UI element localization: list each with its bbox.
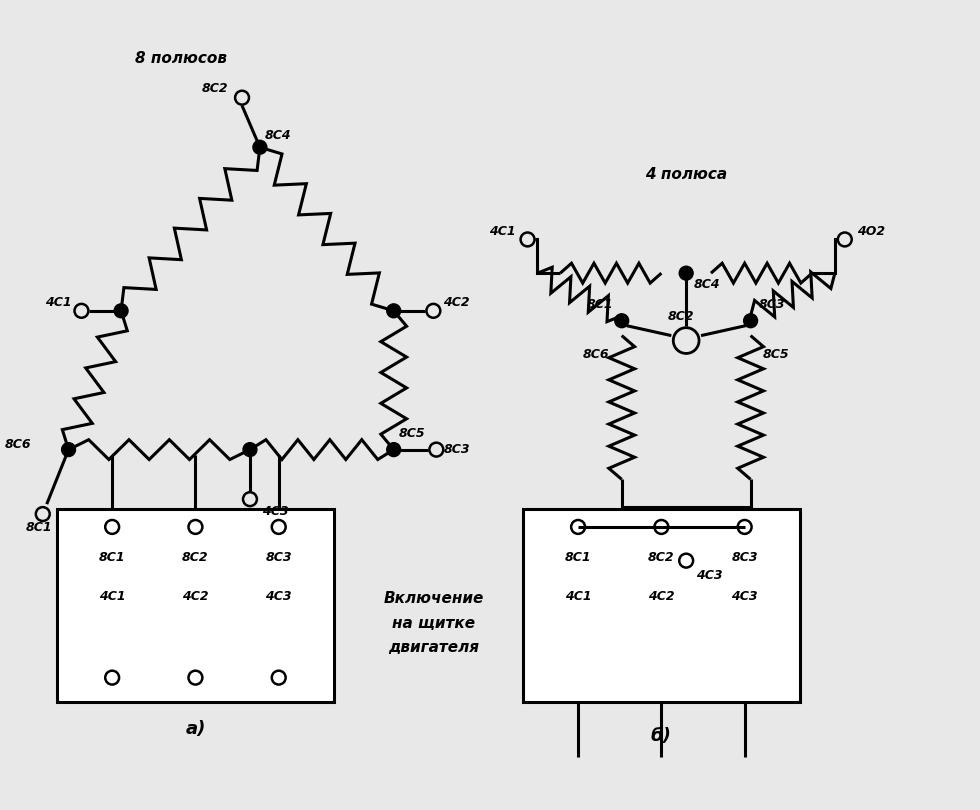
Text: 4С2: 4С2 [443, 296, 469, 309]
Text: 8С4: 8С4 [694, 278, 720, 291]
Text: 4 полюса: 4 полюса [645, 167, 727, 182]
Text: 4С2: 4С2 [648, 590, 674, 603]
Text: 4С3: 4С3 [696, 569, 722, 582]
Text: 4С3: 4С3 [731, 590, 758, 603]
Text: 8С1: 8С1 [99, 551, 125, 564]
Text: 4С1: 4С1 [564, 590, 591, 603]
Text: 8С1: 8С1 [587, 298, 613, 311]
Text: 4С3: 4С3 [262, 505, 288, 518]
Text: 8 полюсов: 8 полюсов [134, 51, 226, 66]
Text: 4С2: 4С2 [182, 590, 209, 603]
Text: а): а) [185, 720, 206, 738]
Text: 4С1: 4С1 [99, 590, 125, 603]
Circle shape [679, 266, 693, 280]
Text: 4С1: 4С1 [45, 296, 72, 309]
Text: 8С4: 8С4 [265, 130, 291, 143]
Text: 8С3: 8С3 [443, 443, 469, 456]
Text: 8С6: 8С6 [4, 438, 31, 451]
Text: 8С2: 8С2 [668, 309, 695, 322]
Circle shape [614, 313, 628, 328]
Text: 8С2: 8С2 [202, 82, 228, 95]
Text: 8С6: 8С6 [583, 348, 610, 361]
Text: 8С1: 8С1 [25, 521, 52, 534]
Text: 4С3: 4С3 [266, 590, 292, 603]
Text: 4О2: 4О2 [857, 225, 885, 238]
Bar [522, 509, 800, 702]
Text: 8С5: 8С5 [762, 348, 789, 361]
Text: 8С2: 8С2 [648, 551, 674, 564]
Bar [57, 509, 334, 702]
Text: 8С3: 8С3 [759, 298, 785, 311]
Circle shape [62, 443, 75, 457]
Circle shape [744, 313, 758, 328]
Text: 8С3: 8С3 [266, 551, 292, 564]
Text: 8С3: 8С3 [731, 551, 758, 564]
Circle shape [387, 443, 401, 457]
Circle shape [387, 304, 401, 318]
Circle shape [253, 140, 267, 154]
Text: 8С5: 8С5 [399, 427, 425, 440]
Circle shape [243, 443, 257, 457]
Circle shape [114, 304, 128, 318]
Text: б): б) [651, 727, 672, 745]
Text: Включение
на щитке
двигателя: Включение на щитке двигателя [383, 591, 483, 655]
Text: 8С1: 8С1 [564, 551, 591, 564]
Text: 8С2: 8С2 [182, 551, 209, 564]
Text: 4С1: 4С1 [489, 225, 515, 238]
